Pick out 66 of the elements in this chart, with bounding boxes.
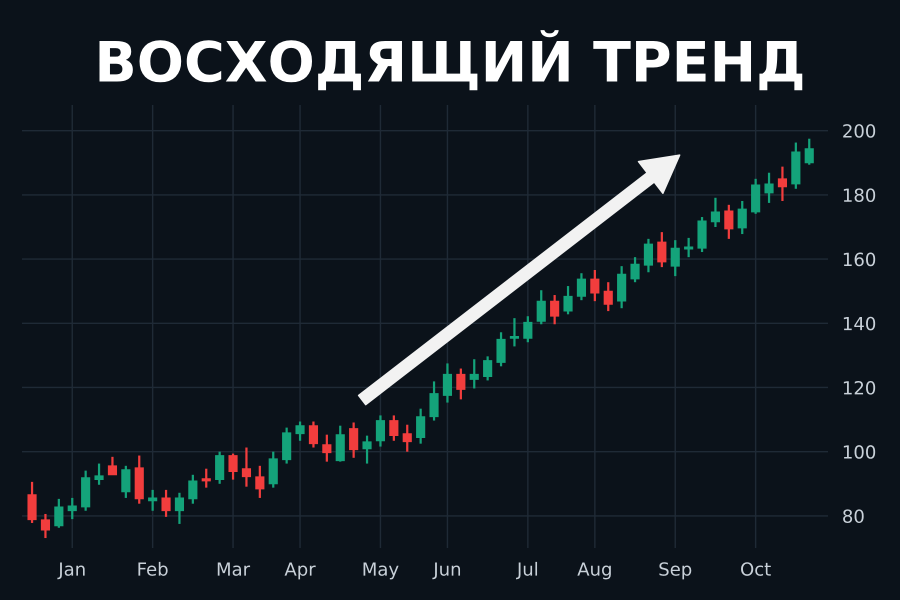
candlestick [724, 204, 734, 240]
candlestick [174, 492, 184, 526]
candlestick [470, 358, 479, 390]
y-tick-label: 180 [844, 188, 876, 202]
x-tick-label: Apr [284, 562, 316, 580]
y-tick-label: 200 [843, 124, 876, 138]
candlestick [389, 414, 398, 442]
candlestick [456, 367, 466, 400]
x-tick-label: Mar [218, 562, 250, 576]
candlestick [94, 462, 104, 486]
candlestick [148, 488, 158, 512]
candlestick [228, 452, 238, 481]
x-tick-label: Jun [432, 562, 460, 580]
candlestick [576, 272, 586, 302]
candlestick [670, 239, 680, 278]
candlestick [416, 408, 426, 445]
candlestick [536, 289, 546, 326]
candlestick [644, 238, 654, 274]
candlestick [657, 231, 666, 268]
candlestick [563, 284, 573, 316]
candlestick [630, 256, 640, 284]
candlestick [295, 420, 305, 442]
candlestick [40, 512, 50, 540]
x-tick-label: May [364, 562, 399, 580]
candlestick [349, 421, 358, 459]
y-tick-label: 80 [843, 509, 864, 524]
candlestick [483, 355, 492, 382]
candlestick [442, 362, 452, 404]
candlestick [121, 464, 130, 500]
candlestick [402, 424, 412, 453]
x-tick-label: Feb [138, 562, 168, 576]
candlestick [308, 420, 318, 449]
chart-title: ВОСХОДЯЩИЙ ТРЕНД [100, 30, 802, 90]
candlestick [738, 200, 747, 236]
candlestick [362, 434, 372, 465]
candlestick [496, 331, 506, 368]
candlestick [510, 317, 520, 348]
x-tick-label: Aug [577, 562, 611, 580]
y-tick-label: 140 [844, 316, 876, 330]
candlestick [255, 464, 264, 500]
candlestick [523, 315, 532, 344]
candlestick [161, 488, 171, 518]
candlestick [710, 196, 720, 228]
candlestick [376, 414, 386, 448]
candlestick [684, 236, 694, 258]
candlestick [590, 268, 600, 302]
x-tick-label: Jul [516, 562, 538, 580]
y-tick-label: 120 [844, 380, 876, 395]
candlestick [429, 380, 439, 422]
candlestick [202, 468, 211, 489]
y-tick-label: 100 [844, 445, 876, 459]
y-tick-label: 160 [844, 252, 876, 266]
x-tick-label: Sep [659, 562, 692, 580]
candlestick [108, 456, 118, 476]
candlestick [322, 434, 332, 463]
candlestick [778, 166, 788, 202]
candlestick [54, 498, 64, 529]
candlestick [188, 474, 198, 505]
candlestick [550, 294, 560, 326]
candlestick [242, 446, 252, 488]
x-tick-label: Jan [57, 562, 85, 580]
candlestick [804, 138, 814, 166]
candlestick [68, 496, 77, 520]
candlestick [764, 172, 774, 204]
candlestick [604, 281, 613, 312]
x-tick-label: Oct [741, 562, 771, 576]
